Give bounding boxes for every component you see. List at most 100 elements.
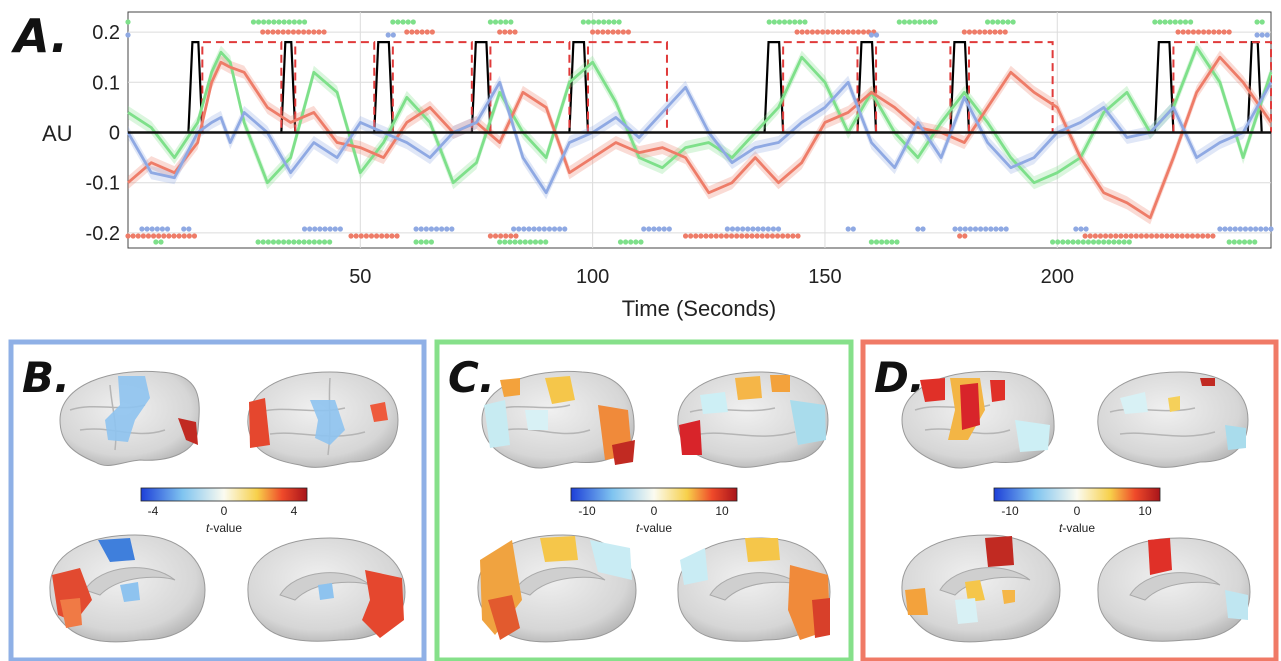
panel-b-frame — [8, 339, 427, 661]
marker-bottom-red — [1143, 233, 1150, 239]
marker-bottom-blue — [511, 226, 517, 232]
marker-bottom-blue — [850, 226, 856, 232]
marker-bottom-red — [1102, 233, 1109, 239]
panel-d: D. -10 0 10 t-value — [860, 339, 1279, 661]
marker-bottom-green — [286, 239, 292, 245]
marker-top-red — [1002, 29, 1008, 35]
marker-top-red — [321, 29, 327, 35]
colorbar-b-label-t: t — [206, 521, 210, 535]
marker-top-green — [261, 19, 267, 25]
marker-bottom-red — [1159, 233, 1165, 239]
marker-top-red — [1221, 29, 1227, 35]
marker-bottom-red — [140, 233, 146, 239]
brain-medial-right-c — [677, 537, 831, 642]
marker-bottom-blue — [139, 226, 145, 232]
marker-bottom-red — [795, 233, 801, 239]
marker-bottom-red — [384, 233, 390, 239]
marker-bottom-blue — [516, 226, 522, 232]
marker-bottom-blue — [418, 226, 424, 232]
marker-bottom-blue — [154, 226, 160, 232]
marker-top-red — [595, 29, 601, 35]
marker-top-blue — [390, 32, 396, 38]
marker-bottom-blue — [526, 226, 532, 232]
marker-top-red — [620, 29, 626, 35]
marker-top-green — [281, 19, 287, 25]
marker-bottom-green — [1236, 239, 1243, 245]
marker-bottom-red — [754, 233, 760, 239]
marker-top-green — [1167, 19, 1173, 25]
marker-top-red — [992, 29, 998, 35]
marker-top-green — [606, 19, 612, 25]
marker-bottom-blue — [1227, 226, 1233, 232]
marker-bottom-blue — [651, 226, 657, 232]
marker-top-red — [409, 29, 415, 35]
marker-top-red — [306, 29, 312, 35]
marker-bottom-red — [703, 233, 709, 239]
marker-bottom-red — [1138, 233, 1144, 239]
marker-bottom-red — [1118, 233, 1124, 239]
marker-bottom-red — [728, 233, 735, 239]
dashed-regressor — [201, 41, 1272, 133]
x-tick-labels: 50 100 150 200 — [349, 266, 1074, 288]
marker-bottom-blue — [915, 226, 921, 232]
marker-bottom-blue — [724, 226, 730, 232]
marker-top-red — [275, 29, 281, 35]
marker-bottom-blue — [661, 226, 667, 232]
marker-bottom-red — [723, 233, 730, 239]
dashed-regressor-segment — [1172, 41, 1272, 133]
marker-top-red — [285, 29, 291, 35]
plot-area — [127, 11, 1272, 249]
marker-bottom-red — [191, 233, 198, 239]
marker-bottom-green — [517, 239, 523, 245]
marker-bottom-red — [1174, 233, 1180, 239]
marker-top-green — [1254, 19, 1260, 25]
marker-bottom-blue — [957, 226, 963, 232]
marker-bottom-blue — [745, 226, 751, 232]
marker-bottom-blue — [312, 226, 318, 232]
marker-top-green — [405, 19, 411, 25]
marker-bottom-blue — [144, 226, 150, 232]
marker-top-green — [1005, 19, 1011, 25]
marker-bottom-green — [623, 239, 629, 245]
marker-bottom-green — [265, 239, 271, 245]
block-regressor-pulse — [470, 41, 492, 133]
marker-bottom-blue — [646, 226, 652, 232]
marker-bottom-blue — [740, 226, 746, 232]
marker-top-green — [276, 19, 282, 25]
marker-top-green — [286, 19, 292, 25]
marker-bottom-blue — [988, 226, 994, 232]
block-regressor-pulse — [949, 41, 971, 133]
marker-bottom-green — [1126, 239, 1132, 245]
marker-top-red — [820, 29, 826, 35]
marker-bottom-red — [682, 233, 689, 239]
brain-medial-left — [49, 534, 206, 643]
x-tick-label: 150 — [808, 266, 841, 288]
marker-bottom-green — [316, 239, 323, 245]
marker-top-green — [776, 19, 783, 25]
marker-bottom-blue — [557, 226, 563, 232]
marker-top-green — [585, 19, 592, 25]
marker-bottom-blue — [993, 226, 999, 232]
marker-bottom-green — [423, 239, 429, 245]
marker-top-blue — [873, 32, 880, 38]
block-regressor-pulse — [373, 41, 394, 133]
marker-bottom-green — [884, 239, 890, 245]
marker-bottom-blue — [1263, 226, 1269, 232]
marker-bottom-blue — [413, 226, 419, 232]
y-tick-label: 0.1 — [92, 72, 120, 94]
marker-bottom-red — [363, 233, 369, 239]
marker-bottom-green — [1085, 239, 1091, 245]
block-regressor-pulse — [187, 41, 204, 133]
marker-bottom-blue — [449, 226, 455, 232]
marker-bottom-red — [513, 233, 519, 239]
marker-bottom-green — [1252, 239, 1258, 245]
marker-bottom-green — [617, 239, 624, 245]
marker-bottom-green — [428, 239, 435, 245]
colorbar-b-label-suffix: -value — [209, 521, 242, 535]
marker-top-red — [600, 29, 606, 35]
marker-top-green — [291, 19, 297, 25]
marker-top-green — [1259, 19, 1265, 25]
marker-bottom-blue — [983, 226, 989, 232]
dashed-regressor-segment — [201, 41, 283, 133]
marker-top-green — [912, 19, 918, 25]
